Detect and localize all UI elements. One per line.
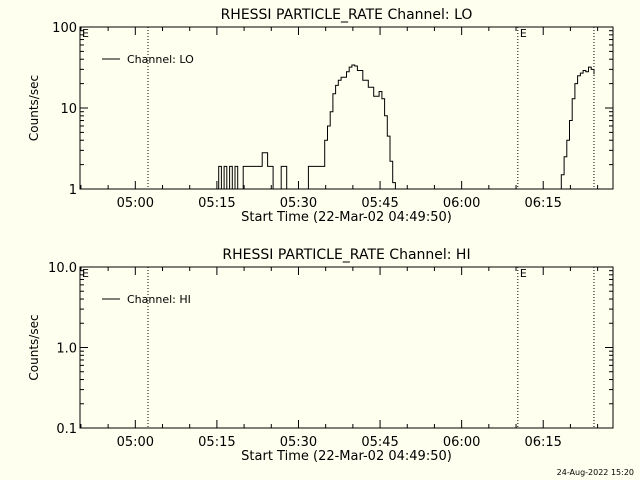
x-axis-label: Start Time (22-Mar-02 04:49:50)	[241, 449, 452, 464]
x-axis-label: Start Time (22-Mar-02 04:49:50)	[241, 210, 452, 225]
y-tick-label: 0.1	[56, 422, 77, 437]
x-tick-label: 05:45	[361, 435, 398, 450]
y-tick-label: 1.0	[56, 342, 77, 357]
y-axis-label: Counts/sec	[27, 314, 41, 380]
plot-frame	[79, 266, 614, 429]
footer-timestamp: 24-Aug-2022 15:20	[556, 468, 634, 477]
chart-title: RHESSI PARTICLE_RATE Channel: HI	[222, 247, 470, 263]
event-marker-label: E	[520, 27, 527, 40]
event-marker-label: E	[82, 27, 89, 40]
x-tick-label: 06:00	[443, 196, 480, 211]
y-tick-label: 10.0	[48, 261, 77, 276]
y-tick-label: 1	[69, 183, 77, 198]
legend-label: Channel: HI	[127, 293, 191, 306]
chart-title: RHESSI PARTICLE_RATE Channel: LO	[221, 7, 473, 23]
x-tick-label: 06:00	[443, 435, 480, 450]
legend-label: Channel: LO	[127, 53, 194, 66]
y-axis-label: Counts/sec	[27, 75, 41, 141]
y-tick-label: 10	[60, 102, 77, 117]
chart-panel-hi: RHESSI PARTICLE_RATE Channel: HI 0.1 1.0 10…	[27, 247, 614, 464]
x-tick-label: 05:45	[361, 196, 398, 211]
x-tick-label: 05:30	[280, 435, 317, 450]
x-tick-label: 05:00	[117, 435, 154, 450]
plot-frame	[79, 26, 614, 190]
x-tick-label: 05:15	[198, 196, 235, 211]
event-marker-label: E	[520, 267, 527, 280]
x-tick-label: 06:15	[524, 435, 561, 450]
x-tick-label: 06:15	[524, 196, 561, 211]
chart-panel-lo: RHESSI PARTICLE_RATE Channel: LO 1 10 100 Co…	[27, 7, 614, 225]
x-tick-label: 05:30	[280, 196, 317, 211]
series-line-0	[216, 64, 595, 190]
y-tick-label: 100	[52, 21, 77, 36]
x-tick-label: 05:00	[117, 196, 154, 211]
event-marker-label: E	[82, 267, 89, 280]
x-tick-label: 05:15	[198, 435, 235, 450]
